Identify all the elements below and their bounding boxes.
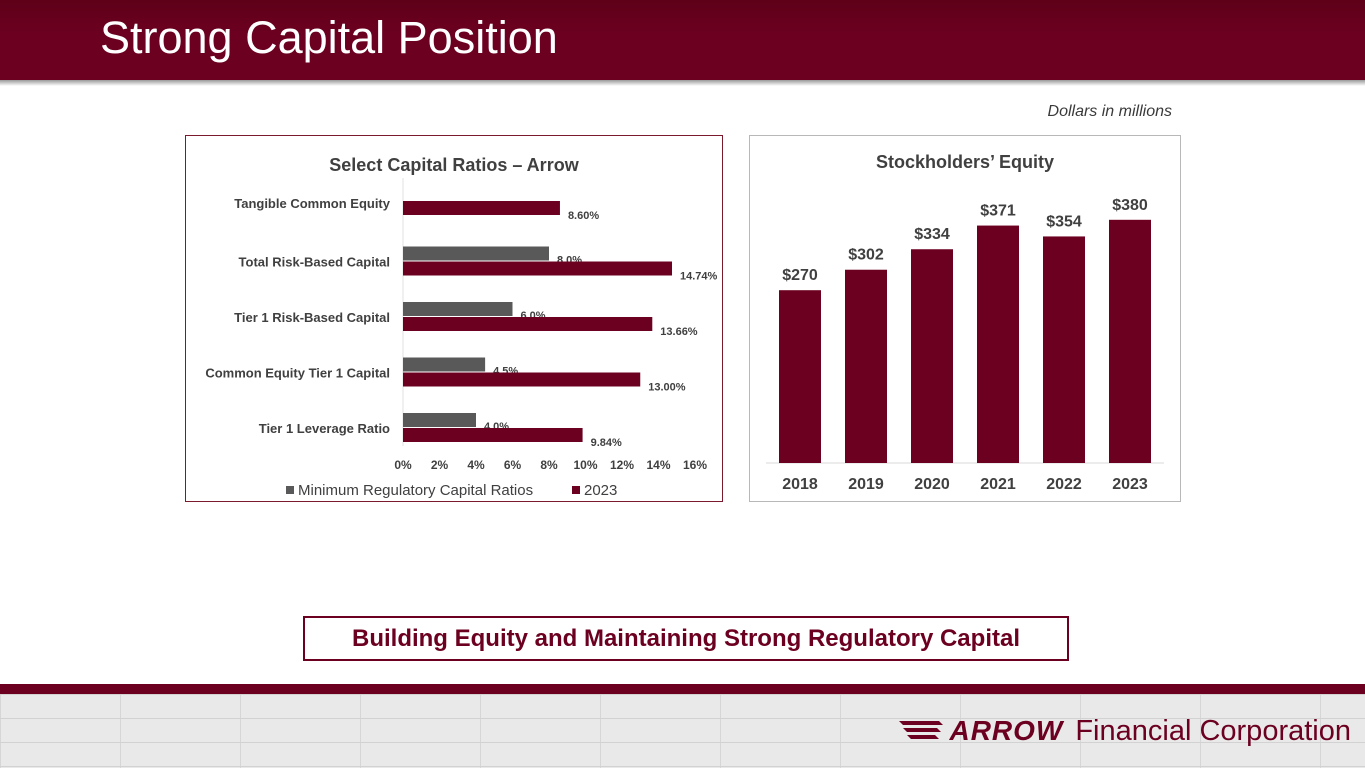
footer-stripe [0, 684, 1365, 694]
year-tick-label: 2021 [980, 476, 1016, 493]
equity-chart: Stockholders’ Equity $270 2018 $302 2019 $334… [766, 152, 1164, 493]
logo-wordmark: ARROW [949, 715, 1064, 746]
equity-value-label: $270 [782, 267, 818, 284]
year-tick-label: 2020 [914, 476, 950, 493]
ratio-2023-bar [403, 201, 560, 215]
year-tick-label: 2023 [1112, 476, 1148, 493]
category-label: Common Equity Tier 1 Capital [205, 366, 390, 381]
ratio-2023-label: 9.84% [591, 437, 622, 449]
ratios-chart-title: Select Capital Ratios – Arrow [329, 155, 579, 175]
legend-swatch-2023 [572, 486, 580, 494]
footer-brick-background [0, 694, 1365, 768]
x-tick-label: 0% [394, 458, 412, 472]
ratio-2023-bar [403, 317, 653, 331]
ratio-2023-label: 13.00% [648, 382, 686, 394]
min-ratio-bar [403, 357, 486, 372]
x-tick-label: 14% [646, 458, 670, 472]
x-tick-label: 4% [467, 458, 485, 472]
equity-bar [977, 225, 1019, 463]
x-tick-label: 6% [504, 458, 522, 472]
equity-chart-title: Stockholders’ Equity [876, 152, 1054, 172]
x-tick-label: 16% [683, 458, 707, 472]
header-shadow [0, 80, 1365, 86]
category-label: Tier 1 Leverage Ratio [259, 421, 390, 436]
ratio-2023-label: 14.74% [680, 271, 718, 283]
equity-bar [845, 269, 887, 463]
x-tick-label: 8% [540, 458, 558, 472]
year-tick-label: 2018 [782, 476, 818, 493]
min-ratio-bar [403, 302, 513, 316]
logo-company-name: Financial Corporation [1075, 714, 1351, 747]
category-label: Tier 1 Risk-Based Capital [234, 310, 390, 325]
equity-value-label: $371 [980, 203, 1016, 220]
equity-chart-panel: Stockholders’ Equity $270 2018 $302 2019 $334… [749, 135, 1181, 502]
category-label: Total Risk-Based Capital [239, 255, 390, 270]
header-bar [0, 0, 1365, 80]
x-tick-label: 2% [431, 458, 449, 472]
equity-value-label: $380 [1112, 197, 1148, 214]
legend-swatch-min [286, 486, 294, 494]
equity-bar [911, 249, 953, 463]
ratio-2023-label: 8.60% [568, 210, 599, 222]
x-tick-label: 12% [610, 458, 634, 472]
category-label: Tangible Common Equity [234, 196, 391, 211]
equity-bar [1043, 236, 1085, 463]
ratio-2023-bar [403, 261, 673, 276]
min-ratio-bar [403, 413, 476, 427]
min-ratio-bar [403, 246, 549, 261]
equity-bar [779, 290, 821, 463]
ratio-2023-label: 13.66% [660, 326, 698, 338]
year-tick-label: 2019 [848, 476, 884, 493]
equity-value-label: $354 [1046, 213, 1082, 230]
equity-value-label: $302 [848, 247, 884, 264]
company-logo: ARROW Financial Corporation [897, 714, 1351, 748]
arrow-logo-icon [899, 721, 944, 739]
equity-bar [1109, 219, 1151, 463]
page-title: Strong Capital Position [100, 12, 558, 63]
ratio-2023-bar [403, 372, 641, 387]
legend-label-2023: 2023 [584, 482, 617, 499]
capital-ratios-chart: Select Capital Ratios – Arrow Tangible Co… [205, 155, 718, 499]
equity-value-label: $334 [914, 226, 950, 243]
units-note: Dollars in millions [1047, 103, 1172, 120]
capital-ratios-chart-panel: Select Capital Ratios – Arrow Tangible Co… [185, 135, 723, 502]
tagline-banner: Building Equity and Maintaining Strong R… [303, 616, 1069, 661]
year-tick-label: 2022 [1046, 476, 1082, 493]
ratio-2023-bar [403, 428, 583, 442]
legend-label-min: Minimum Regulatory Capital Ratios [298, 482, 533, 499]
x-tick-label: 10% [573, 458, 597, 472]
